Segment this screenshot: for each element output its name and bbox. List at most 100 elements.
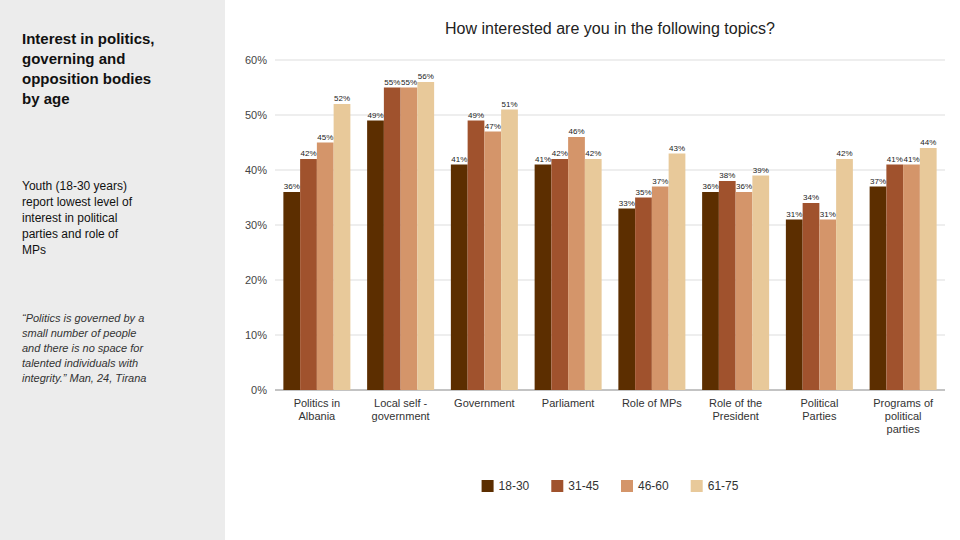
annotation-line: interest in political bbox=[22, 211, 117, 225]
x-tick-label: PoliticalParties bbox=[800, 397, 838, 422]
grid-line bbox=[275, 60, 945, 61]
left-panel bbox=[0, 0, 225, 540]
bar bbox=[334, 104, 351, 390]
x-tick-label: Role of MPs bbox=[622, 397, 682, 409]
x-tick-label-line: Parliament bbox=[542, 397, 595, 409]
data-label: 56% bbox=[418, 72, 434, 81]
bar bbox=[451, 165, 468, 391]
data-label: 41% bbox=[903, 155, 919, 164]
page: {"chart_data": { "type": "bar", "title":… bbox=[0, 0, 960, 540]
legend-swatch bbox=[482, 480, 494, 492]
data-label: 38% bbox=[719, 171, 735, 180]
bar bbox=[803, 203, 820, 390]
x-tick-label: Programs ofpoliticalparties bbox=[873, 397, 934, 435]
bar bbox=[468, 121, 485, 391]
data-label: 35% bbox=[635, 188, 651, 197]
data-label: 36% bbox=[702, 182, 718, 191]
bar bbox=[819, 220, 836, 391]
data-label: 41% bbox=[887, 155, 903, 164]
data-label: 33% bbox=[619, 199, 635, 208]
y-tick-label: 20% bbox=[245, 274, 267, 286]
data-label: 36% bbox=[284, 182, 300, 191]
y-tick-label: 50% bbox=[245, 109, 267, 121]
data-label: 44% bbox=[920, 138, 936, 147]
data-label: 37% bbox=[652, 177, 668, 186]
legend-label: 61-75 bbox=[708, 479, 739, 493]
x-tick-label-line: Role of MPs bbox=[622, 397, 682, 409]
x-tick-label-line: Parties bbox=[802, 410, 837, 422]
data-label: 45% bbox=[317, 133, 333, 142]
legend-swatch bbox=[621, 480, 633, 492]
annotation-line: talented individuals with bbox=[22, 357, 138, 369]
chart-container: Interest in politics,governing andopposi… bbox=[0, 0, 960, 540]
annotation-line: Interest in politics, bbox=[22, 30, 155, 47]
x-tick-label-line: parties bbox=[887, 423, 921, 435]
bar bbox=[786, 220, 803, 391]
data-label: 31% bbox=[820, 210, 836, 219]
data-label: 39% bbox=[753, 166, 769, 175]
legend-swatch bbox=[551, 480, 563, 492]
data-label: 41% bbox=[535, 155, 551, 164]
annotation-line: opposition bodies bbox=[22, 70, 151, 87]
x-tick-label: Parliament bbox=[542, 397, 595, 409]
data-label: 43% bbox=[669, 144, 685, 153]
data-label: 49% bbox=[468, 111, 484, 120]
bar bbox=[903, 165, 920, 391]
data-label: 55% bbox=[384, 78, 400, 87]
bar bbox=[635, 198, 652, 391]
x-tick-label-line: Role of the bbox=[709, 397, 762, 409]
y-tick-label: 60% bbox=[245, 54, 267, 66]
annotation-line: report lowest level of bbox=[22, 195, 133, 209]
annotation-line: integrity.” Man, 24, Tirana bbox=[22, 372, 146, 384]
bar bbox=[317, 143, 334, 391]
data-label: 31% bbox=[786, 210, 802, 219]
bar bbox=[300, 159, 317, 390]
annotation-line: Youth (18-30 years) bbox=[22, 179, 127, 193]
legend-item: 31-45 bbox=[551, 479, 599, 493]
data-labels: 36%49%41%41%33%36%31%37%42%55%49%42%35%3… bbox=[284, 72, 937, 219]
x-tick-label-line: government bbox=[372, 410, 430, 422]
x-tick-label-line: Government bbox=[454, 397, 515, 409]
bar bbox=[568, 137, 585, 390]
x-tick-label-line: Local self - bbox=[374, 397, 428, 409]
legend-label: 31-45 bbox=[568, 479, 599, 493]
legend-item: 46-60 bbox=[621, 479, 669, 493]
bar bbox=[384, 88, 401, 391]
data-label: 41% bbox=[451, 155, 467, 164]
y-axis: 0%10%20%30%40%50%60% bbox=[245, 54, 945, 396]
data-label: 49% bbox=[367, 111, 383, 120]
x-tick-label-line: political bbox=[885, 410, 922, 422]
data-label: 37% bbox=[870, 177, 886, 186]
bar bbox=[736, 192, 753, 390]
bar bbox=[551, 159, 568, 390]
bar bbox=[752, 176, 769, 391]
y-tick-label: 30% bbox=[245, 219, 267, 231]
x-tick-label-line: Albania bbox=[299, 410, 337, 422]
bar bbox=[484, 132, 501, 391]
bar bbox=[886, 165, 903, 391]
annotation: Youth (18-30 years) report lowest level o… bbox=[22, 179, 133, 257]
y-tick-label: 40% bbox=[245, 164, 267, 176]
bar bbox=[585, 159, 602, 390]
legend-item: 61-75 bbox=[691, 479, 739, 493]
data-label: 42% bbox=[300, 149, 316, 158]
data-label: 42% bbox=[552, 149, 568, 158]
annotation-line: parties and role of bbox=[22, 227, 119, 241]
bar bbox=[702, 192, 719, 390]
data-label: 51% bbox=[501, 100, 517, 109]
x-axis: Politics inAlbaniaLocal self -government… bbox=[294, 397, 934, 435]
data-label: 52% bbox=[334, 94, 350, 103]
chart-svg: Interest in politics,governing andopposi… bbox=[0, 0, 960, 540]
bars bbox=[283, 82, 936, 390]
data-label: 42% bbox=[836, 149, 852, 158]
x-tick-label-line: President bbox=[712, 410, 758, 422]
bar bbox=[920, 148, 937, 390]
x-tick-label: Role of thePresident bbox=[709, 397, 762, 422]
data-label: 36% bbox=[736, 182, 752, 191]
legend-item: 18-30 bbox=[482, 479, 530, 493]
bar bbox=[652, 187, 669, 391]
bar bbox=[401, 88, 418, 391]
bar bbox=[417, 82, 434, 390]
x-tick-label: Local self -government bbox=[372, 397, 430, 422]
bar bbox=[836, 159, 853, 390]
